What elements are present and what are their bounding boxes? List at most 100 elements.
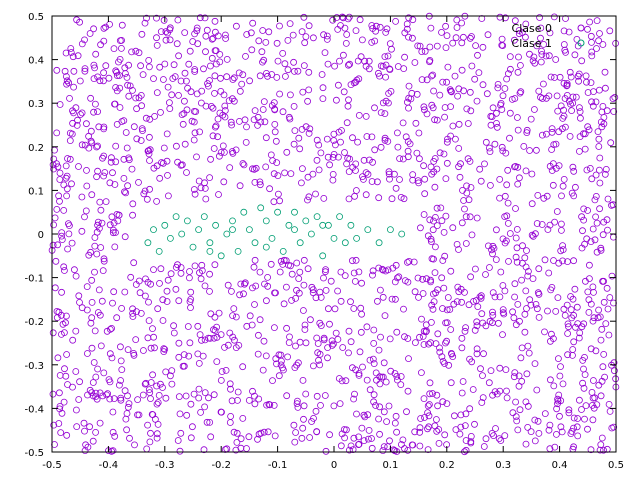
clase-0-point xyxy=(583,78,590,86)
clase-0-point xyxy=(135,49,143,57)
clase-0-point xyxy=(308,418,316,425)
clase-0-point xyxy=(106,350,114,358)
clase-0-point xyxy=(453,16,461,24)
clase-0-point xyxy=(212,122,220,130)
clase-0-point xyxy=(270,170,278,178)
clase-0-point xyxy=(519,242,526,250)
clase-0-point xyxy=(365,426,373,434)
clase-0-point xyxy=(90,359,98,366)
clase-0-point xyxy=(353,410,360,418)
clase-0-point xyxy=(476,165,484,173)
clase-0-point xyxy=(179,120,187,128)
clase-0-point xyxy=(572,323,579,331)
clase-0-point xyxy=(467,184,475,191)
clase-0-point xyxy=(212,60,220,68)
clase-0-point xyxy=(438,29,445,36)
clase-0-point xyxy=(499,331,506,339)
clase-0-point xyxy=(396,176,403,183)
clase-0-point xyxy=(574,415,581,422)
clase-0-point xyxy=(375,264,383,272)
clase-0-point xyxy=(595,37,602,45)
clase-0-point xyxy=(544,226,552,233)
clase-0-point xyxy=(360,437,368,445)
clase-0-point xyxy=(559,380,567,388)
clase-0-point xyxy=(392,261,400,269)
clase-0-point xyxy=(392,184,400,192)
y-tick-label: -0.2 xyxy=(24,317,44,328)
clase-0-point xyxy=(456,430,464,438)
clase-0-point xyxy=(151,344,158,352)
clase-0-point xyxy=(58,229,66,237)
clase-0-point xyxy=(251,256,259,264)
clase-0-point xyxy=(341,272,349,280)
clase-0-point xyxy=(123,144,131,152)
clase-0-point xyxy=(129,211,137,219)
clase-0-point xyxy=(366,386,374,394)
clase-0-point xyxy=(583,166,591,174)
clase-0-point xyxy=(522,20,530,28)
clase-0-point xyxy=(135,411,143,419)
clase-0-point xyxy=(83,120,90,128)
clase-0-point xyxy=(287,170,295,178)
clase-0-point xyxy=(153,14,160,22)
clase-1-point xyxy=(178,230,186,238)
clase-0-point xyxy=(273,39,281,47)
clase-0-point xyxy=(477,365,484,373)
clase-1-point xyxy=(229,226,236,234)
clase-0-point xyxy=(51,214,59,222)
clase-0-point xyxy=(93,228,101,236)
clase-0-point xyxy=(305,22,313,30)
clase-0-point xyxy=(275,372,283,380)
clase-0-point xyxy=(610,423,618,431)
clase-0-point xyxy=(109,229,117,237)
clase-0-point xyxy=(73,406,80,414)
clase-0-point xyxy=(403,258,411,266)
clase-0-point xyxy=(83,182,91,190)
clase-0-point xyxy=(130,351,138,359)
clase-0-point xyxy=(251,400,259,408)
clase-0-point xyxy=(425,412,433,420)
clase-0-point xyxy=(510,314,518,322)
clase-0-point xyxy=(156,174,164,182)
clase-0-point xyxy=(143,195,151,203)
clase-1-point xyxy=(257,204,265,212)
clase-0-point xyxy=(216,58,224,66)
clase-0-point xyxy=(78,141,86,149)
clase-0-point xyxy=(522,398,530,406)
clase-0-point xyxy=(327,277,335,285)
clase-0-point xyxy=(379,63,387,70)
clase-0-point xyxy=(457,411,465,419)
clase-0-point xyxy=(501,287,509,295)
clase-0-point xyxy=(306,125,314,133)
clase-0-point xyxy=(302,33,310,40)
clase-0-point xyxy=(513,258,521,266)
clase-0-point xyxy=(453,240,461,248)
clase-0-point xyxy=(466,405,474,413)
clase-0-point xyxy=(409,16,417,24)
clase-0-point xyxy=(514,163,522,171)
clase-0-point xyxy=(362,191,370,199)
clase-0-point xyxy=(534,417,542,425)
clase-0-point xyxy=(117,377,124,384)
clase-0-point xyxy=(96,77,104,85)
clase-0-point xyxy=(73,423,81,431)
clase-0-point xyxy=(418,315,425,323)
clase-0-point xyxy=(400,305,407,313)
clase-0-point xyxy=(286,20,294,28)
clase-0-point xyxy=(494,84,502,92)
clase-0-point xyxy=(356,16,364,24)
clase-1-point xyxy=(234,247,242,255)
clase-0-point xyxy=(234,388,242,396)
clase-0-point xyxy=(284,37,292,44)
clase-0-point xyxy=(393,274,401,282)
clase-0-point xyxy=(281,60,289,68)
clase-0-point xyxy=(446,306,454,313)
clase-0-point xyxy=(214,133,222,141)
clase-0-point xyxy=(300,62,308,69)
clase-1-point xyxy=(375,239,383,247)
clase-1-point xyxy=(364,226,372,234)
clase-0-point xyxy=(565,28,573,36)
clase-0-point xyxy=(391,419,399,427)
clase-0-point xyxy=(50,165,57,173)
clase-0-point xyxy=(256,178,264,186)
